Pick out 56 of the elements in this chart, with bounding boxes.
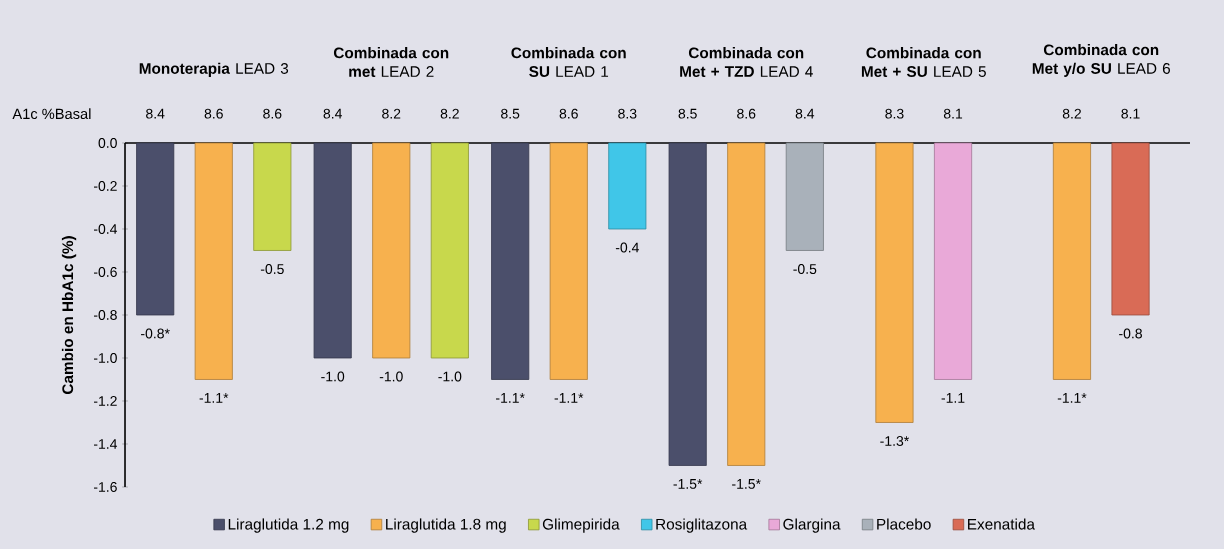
y-tick-label: -1.2 — [93, 396, 117, 406]
data-label: -1.1 — [941, 393, 965, 403]
text: A1c %Basal — [12, 108, 91, 120]
text: 8.2 — [440, 108, 459, 119]
legend-label: Glargina — [783, 518, 841, 533]
y-tick-label: -0.4 — [93, 224, 118, 234]
data-label: -1.1* — [199, 393, 229, 403]
x-tick-label: Combinada con SU LEAD 1 — [511, 47, 626, 77]
legend-label: Liraglutida 1.2 mg — [228, 518, 349, 533]
data-label: -1.0 — [379, 371, 403, 382]
y-axis-title: Cambio en HbA1c (%) — [61, 236, 77, 395]
legend-label: Glimepirida — [542, 518, 620, 533]
text: 8.1 — [943, 108, 963, 119]
data-label: -1.0 — [321, 371, 345, 382]
x-tick-label: Combinada con Met y/o SU LEAD 6 — [1032, 44, 1170, 77]
y-tick-label: -1.4 — [93, 439, 118, 449]
text: 8.5 — [678, 108, 697, 119]
y-tick-label: -0.8 — [93, 310, 117, 320]
text: 8.2 — [1062, 108, 1081, 119]
text: 8.5 — [501, 108, 520, 119]
x-tick-label: Combinada con Met + TZD LEAD 4 — [680, 47, 813, 77]
data-label: -1.3* — [880, 436, 910, 447]
x-tick-label: Monoterapia LEAD 3 — [139, 62, 289, 77]
y-tick-label: -1.6 — [93, 482, 117, 492]
y-tick-label: -0.6 — [93, 267, 117, 277]
x-tick-label: Combinada con met LEAD 2 — [333, 47, 449, 77]
data-label: -1.1* — [1057, 393, 1087, 403]
data-label: -0.8* — [141, 328, 170, 339]
text: 8.3 — [618, 108, 637, 119]
legend-label: Liraglutida 1.8 mg — [386, 518, 506, 533]
data-label: -1.5* — [732, 479, 761, 489]
y-tick-label: -1.0 — [93, 353, 117, 363]
text: 8.6 — [559, 108, 578, 119]
text: 8.4 — [146, 108, 165, 119]
data-label: -1.1* — [554, 393, 584, 403]
legend-label: Rosiglitazona — [656, 518, 748, 533]
data-label: -1.1* — [496, 393, 525, 403]
text: 8.3 — [885, 108, 904, 119]
text: 8.6 — [737, 108, 756, 119]
y-tick-label: -0.2 — [93, 181, 117, 191]
data-label: -0.8 — [1119, 328, 1142, 339]
text: 8.6 — [263, 108, 282, 119]
legend-label: Placebo — [877, 518, 931, 530]
data-label: -0.4 — [615, 242, 639, 253]
y-tick-label: 0.0 — [98, 138, 117, 148]
data-label: -1.5* — [673, 479, 703, 489]
x-tick-label: Combinada con Met + SU LEAD 5 — [861, 47, 986, 77]
data-label: -0.5 — [260, 264, 284, 275]
text: 8.1 — [1121, 108, 1140, 119]
data-label: -1.0 — [438, 371, 462, 382]
text: 8.4 — [795, 108, 815, 119]
text: 8.6 — [204, 108, 223, 119]
legend-label: Exenatida — [968, 518, 1035, 530]
text: 8.4 — [323, 108, 342, 119]
data-label: -0.5 — [793, 264, 817, 275]
text: 8.2 — [382, 108, 401, 119]
